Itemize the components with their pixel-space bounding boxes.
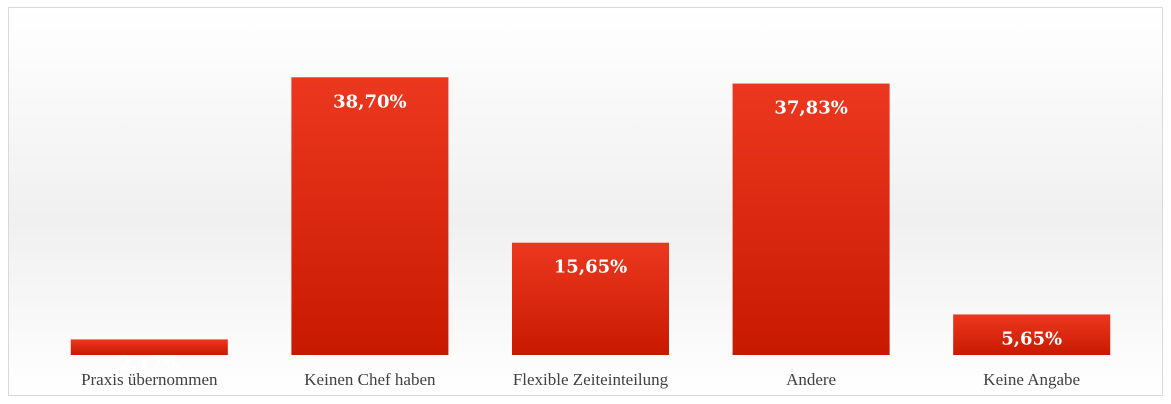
value-label: 5,65% <box>1001 328 1062 349</box>
x-tick-label: Praxis übernommen <box>81 370 218 389</box>
x-tick-label: Keinen Chef haben <box>304 370 436 389</box>
bar-shade <box>291 77 449 355</box>
value-label: 2,17% <box>119 353 180 374</box>
bar-shade <box>512 242 669 355</box>
bar-shade <box>70 339 228 355</box>
bar-shade <box>953 314 1111 355</box>
x-tick-label: Keine Angabe <box>983 370 1080 389</box>
value-label: 38,70% <box>333 91 406 112</box>
value-label: 37,83% <box>774 98 847 119</box>
x-tick-label: Andere <box>786 370 836 389</box>
x-tick-label: Flexible Zeiteinteilung <box>513 370 669 389</box>
value-label: 15,65% <box>554 257 627 278</box>
bar-shade <box>732 83 890 355</box>
